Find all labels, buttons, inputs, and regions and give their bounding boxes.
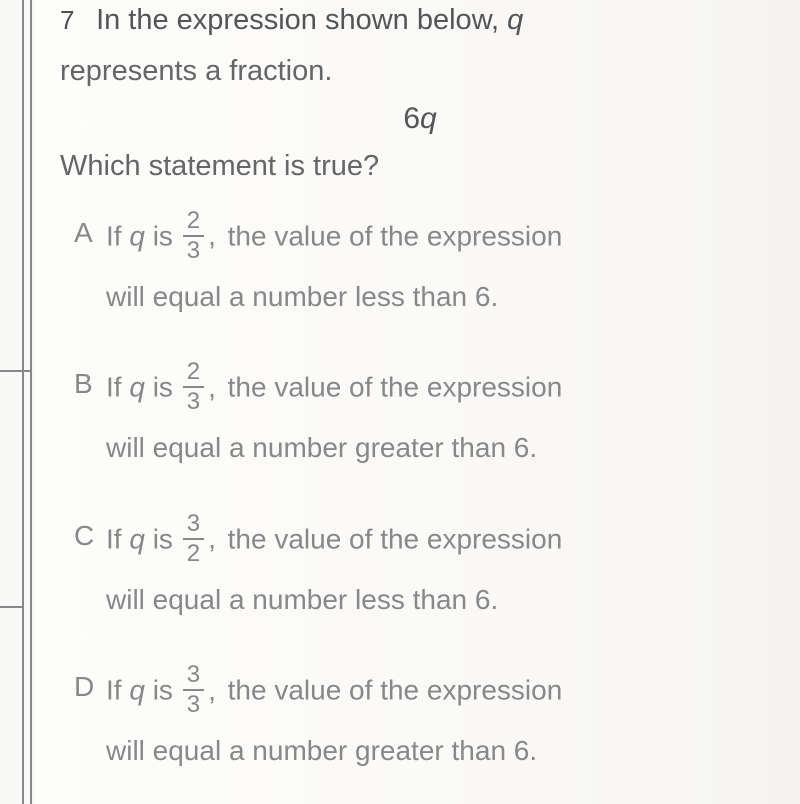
choice-letter: A	[60, 211, 106, 249]
choice-prefix: If	[106, 220, 122, 251]
margin-tick-1	[0, 370, 30, 372]
stem-text-1: In the expression shown below,	[96, 4, 499, 36]
fraction-numerator: 2	[183, 360, 204, 388]
question-stem-line-1: 7 In the expression shown below, q	[60, 0, 780, 37]
choice-var: q	[129, 372, 145, 403]
choice-verb: is	[153, 220, 173, 251]
choice-prefix: If	[106, 523, 122, 554]
stem-variable: q	[507, 4, 523, 36]
choice-tail-1: the value of the expression	[228, 372, 563, 403]
choice-verb: is	[153, 523, 173, 554]
choice-d: D If q is 33, the value of the expressio…	[60, 665, 780, 772]
choice-prefix: If	[106, 675, 122, 706]
expression-var: q	[420, 102, 437, 135]
choice-verb: is	[153, 372, 173, 403]
choice-a: A If q is 23, the value of the expressio…	[60, 211, 780, 318]
fraction-denominator: 3	[183, 388, 204, 414]
choice-tail-1: the value of the expression	[228, 220, 563, 251]
choice-text: If q is 23, the value of the expression …	[106, 211, 780, 318]
choice-tail-1: the value of the expression	[228, 523, 563, 554]
fraction-denominator: 3	[183, 691, 204, 717]
fraction: 23	[183, 360, 204, 414]
fraction-denominator: 3	[183, 237, 204, 263]
fraction: 32	[183, 512, 204, 566]
choice-letter: D	[60, 665, 106, 703]
margin-rule-mid	[30, 0, 32, 804]
choice-tail-2: will equal a number greater than 6.	[106, 729, 780, 772]
choice-b: B If q is 23, the value of the expressio…	[60, 362, 780, 469]
choice-c: C If q is 32, the value of the expressio…	[60, 514, 780, 621]
choice-verb: is	[153, 675, 173, 706]
comma: ,	[208, 675, 216, 706]
choice-var: q	[129, 675, 145, 706]
margin-rule-outer	[22, 0, 24, 804]
choice-var: q	[129, 523, 145, 554]
choice-text: If q is 23, the value of the expression …	[106, 362, 780, 469]
answer-choices: A If q is 23, the value of the expressio…	[60, 211, 780, 773]
choice-text: If q is 32, the value of the expression …	[106, 514, 780, 621]
choice-tail-1: the value of the expression	[228, 675, 563, 706]
choice-text: If q is 33, the value of the expression …	[106, 665, 780, 772]
fraction: 23	[183, 209, 204, 263]
question-stem-line-2: represents a fraction.	[60, 55, 780, 88]
comma: ,	[208, 523, 216, 554]
fraction-numerator: 3	[183, 663, 204, 691]
expression: 6q	[60, 102, 780, 136]
margin-tick-2	[0, 606, 24, 608]
choice-tail-2: will equal a number greater than 6.	[106, 426, 780, 469]
choice-letter: C	[60, 514, 106, 552]
fraction-denominator: 2	[183, 540, 204, 566]
fraction-numerator: 2	[183, 209, 204, 237]
fraction-numerator: 3	[183, 512, 204, 540]
choice-var: q	[129, 220, 145, 251]
choice-tail-2: will equal a number less than 6.	[106, 578, 780, 621]
question-prompt: Which statement is true?	[60, 150, 780, 183]
choice-tail-2: will equal a number less than 6.	[106, 275, 780, 318]
comma: ,	[208, 372, 216, 403]
choice-prefix: If	[106, 372, 122, 403]
expression-coeff: 6	[403, 102, 420, 135]
fraction: 33	[183, 663, 204, 717]
question-page: 7 In the expression shown below, q repre…	[35, 0, 800, 804]
choice-letter: B	[60, 362, 106, 400]
comma: ,	[208, 220, 216, 251]
question-number: 7	[60, 5, 88, 36]
